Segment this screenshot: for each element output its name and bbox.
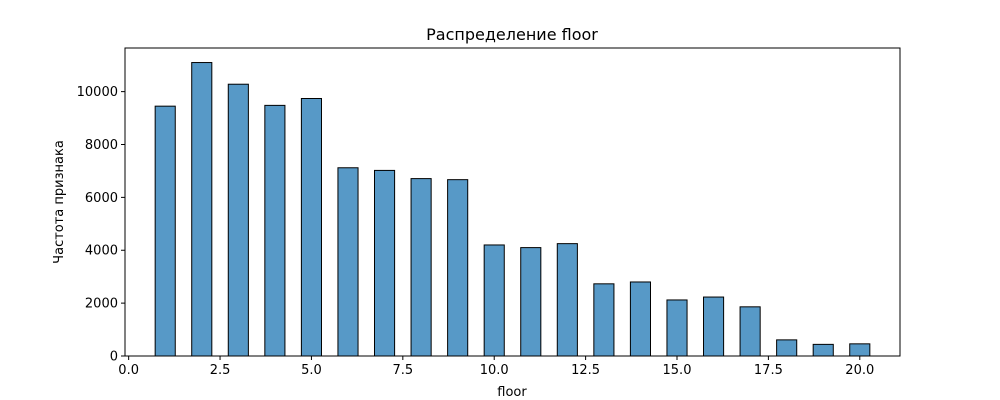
- y-ticks-group: 0 2000 4000 6000 8000 10000: [77, 85, 125, 365]
- x-axis-label: floor: [497, 385, 527, 400]
- y-tick-label: 10000: [77, 85, 118, 100]
- bar-floor-18: [776, 339, 798, 357]
- bar-floor-14: [629, 281, 652, 357]
- bar-floor-6: [337, 167, 359, 357]
- x-tick-label: 17.5: [754, 363, 783, 378]
- x-tick-label: 5.0: [301, 363, 322, 378]
- x-tick-label: 10.0: [480, 363, 509, 378]
- bar-floor-9: [447, 179, 469, 357]
- x-tick-label: 2.5: [210, 363, 231, 378]
- bar-floor-13: [593, 283, 615, 357]
- y-tick-label: 4000: [85, 244, 118, 259]
- bar-floor-11: [520, 247, 542, 357]
- bar-floor-5: [300, 97, 322, 357]
- bar-floor-17: [739, 306, 761, 357]
- bar-floor-3: [227, 83, 249, 357]
- bar-floor-10: [483, 244, 505, 357]
- bar-floor-7: [373, 169, 396, 357]
- y-tick-label: 6000: [85, 191, 118, 206]
- bar-floor-20: [849, 343, 871, 357]
- x-tick-label: 0.0: [118, 363, 139, 378]
- bar-floor-19: [812, 343, 834, 357]
- bar-floor-15: [666, 299, 688, 357]
- x-ticks-group: 0.0 2.5 5.0 7.5 10.0 12.5 15.0 17.5 20.0: [118, 356, 874, 378]
- bar-floor-2: [191, 62, 213, 357]
- y-axis-label: Частота признака: [52, 140, 67, 264]
- bar-floor-4: [264, 104, 286, 357]
- chart-title: Распределение floor: [426, 25, 598, 44]
- y-tick-label: 2000: [85, 297, 118, 312]
- x-tick-label: 20.0: [845, 363, 874, 378]
- bar-floor-8: [410, 178, 432, 357]
- x-tick-label: 7.5: [392, 363, 413, 378]
- y-tick-label: 0: [110, 350, 118, 365]
- bar-floor-12: [556, 243, 578, 357]
- plot-frame: [124, 47, 901, 357]
- x-tick-label: 15.0: [663, 363, 692, 378]
- x-tick-label: 12.5: [571, 363, 600, 378]
- bar-floor-16: [703, 296, 725, 357]
- bar-floor-1: [154, 105, 176, 357]
- bars-group: [154, 62, 871, 357]
- y-tick-label: 8000: [85, 138, 118, 153]
